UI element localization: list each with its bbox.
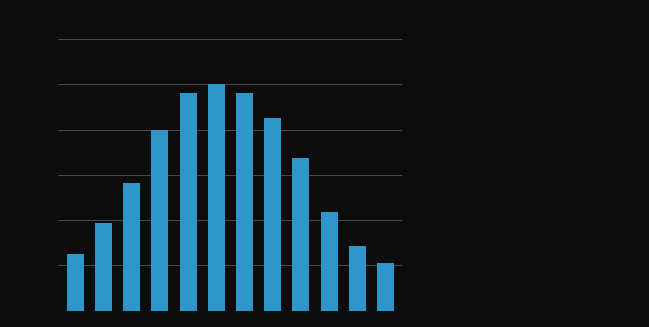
Bar [321, 212, 337, 311]
Bar [236, 93, 253, 311]
Bar [293, 158, 310, 311]
Bar [123, 183, 140, 311]
Bar [208, 84, 225, 311]
Bar [67, 254, 84, 311]
Bar [349, 246, 366, 311]
Bar [377, 263, 394, 311]
Bar [95, 223, 112, 311]
Bar [264, 118, 281, 311]
Bar [151, 130, 168, 311]
Bar [180, 93, 197, 311]
